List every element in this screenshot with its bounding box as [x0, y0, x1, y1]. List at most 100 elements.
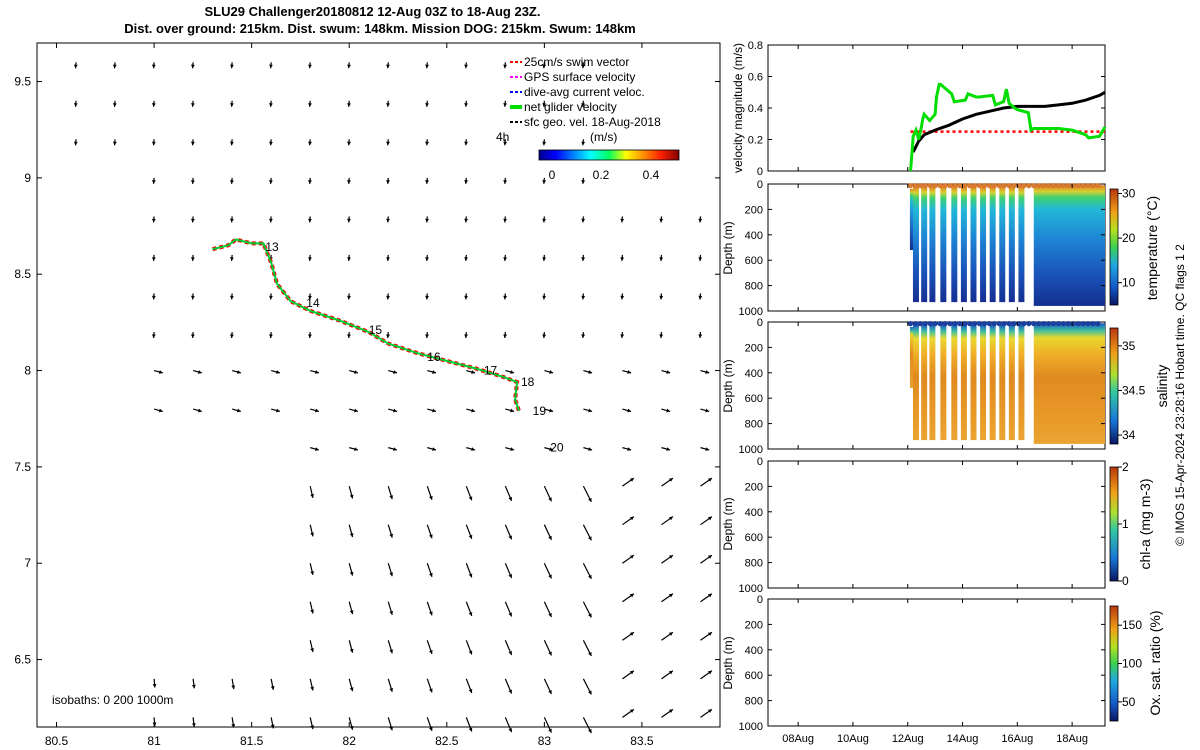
colorbar-tick-label: 20	[1122, 231, 1136, 245]
vector-arrow-head	[315, 370, 319, 374]
surface-dot	[1001, 183, 1007, 189]
oxygen-ticks: 0 200 400 600 800 1000	[739, 594, 1105, 733]
legend-net: net glider velocity	[524, 100, 617, 114]
vector-arrow-head	[231, 685, 236, 690]
vector-arrow-head	[588, 447, 593, 451]
vector-arrow-head	[236, 408, 241, 413]
vector-arrow-head	[347, 295, 351, 300]
vector-arrow-head	[425, 295, 429, 300]
vector-arrow-head	[152, 683, 157, 688]
vector-arrow-head	[349, 687, 354, 692]
legend-time-label: 4h	[496, 130, 509, 144]
vector-arrow-head	[389, 495, 394, 500]
vector-arrow-head	[347, 257, 351, 261]
vector-arrow-head	[270, 724, 275, 729]
cast-profile	[960, 186, 967, 303]
vector-arrow-head	[508, 573, 512, 578]
surface-dot	[1045, 183, 1052, 189]
vector-arrow-head	[386, 218, 390, 223]
vector-arrow-head	[698, 295, 703, 300]
map-ytick-label: 7	[24, 556, 31, 570]
vector-arrow-head	[468, 727, 473, 732]
cast-profile	[960, 324, 967, 441]
vector-arrow-head	[308, 180, 312, 184]
surface-dot	[991, 321, 997, 327]
day-labels: 13 14 15 16 17 18 19 20	[265, 240, 564, 454]
vector-arrow-head	[347, 334, 351, 338]
vector-arrow-head	[588, 690, 592, 695]
surface-dot	[1090, 183, 1096, 189]
surface-dot	[1026, 183, 1032, 189]
salinity-panel: 0 200 400 600 800 1000 Depth (m) 34 34.5 35 sal…	[721, 317, 1170, 456]
surface-dot	[1031, 321, 1037, 327]
vector-arrow-head	[230, 64, 234, 69]
depth-tick-label: 0	[757, 317, 763, 329]
side-note-text: © IMOS 15-Apr-2024 23:28:16 Hobart time.…	[1173, 244, 1187, 546]
vector-arrow-head	[389, 726, 394, 731]
chla-ylabel: Depth (m)	[721, 497, 735, 550]
vector-arrow-head	[386, 64, 390, 69]
colorbar-tick-label: 1	[1122, 517, 1129, 531]
cast-profile	[940, 186, 947, 303]
vector-arrow-head	[429, 534, 433, 539]
vector-arrow-head	[354, 447, 358, 451]
vector-arrow-head	[432, 408, 436, 413]
vector-arrow-head	[629, 670, 634, 675]
vector-arrow-head	[542, 334, 547, 338]
vector-arrow-head	[471, 447, 476, 451]
surface-dot	[996, 321, 1002, 327]
cast-profile	[909, 189, 914, 251]
vector-arrow-head	[112, 64, 117, 69]
colorbar-tick-label: 10	[1122, 276, 1136, 290]
vector-arrow-head	[425, 334, 429, 338]
vector-arrow-head	[629, 555, 634, 559]
salinity-colorbar-ticks: 34 34.5 35	[1118, 339, 1146, 442]
map-xtick-label: 81.5	[240, 734, 264, 748]
vector-arrow-head	[310, 648, 314, 652]
surface-dot	[917, 321, 923, 327]
surface-dot	[1070, 183, 1076, 189]
chla-colorbar	[1109, 466, 1119, 582]
depth-tick-label: 0	[757, 179, 763, 191]
vector-arrow-head	[581, 103, 586, 107]
cast-profile	[980, 324, 987, 441]
cast-profile	[909, 327, 914, 389]
vector-arrow-head	[629, 478, 634, 482]
surface-dot	[1070, 321, 1076, 327]
vector-arrow-head	[464, 103, 469, 107]
map-ticks: 80.5 81 81.5 82 82.5 83 83.5 6.5 7 7.5 8 8.5 9 9.5	[14, 43, 720, 748]
vector-arrow-head	[349, 648, 354, 653]
day-label: 15	[369, 323, 383, 337]
salinity-casts	[907, 321, 1105, 444]
surface-dot	[986, 321, 992, 327]
oxygen-panel: 0 200 400 600 800 1000 08Aug 10Aug 12Aug 14Aug 16…	[721, 594, 1163, 745]
vector-arrow-head	[588, 497, 592, 502]
surface-dot	[1050, 321, 1057, 327]
vector-arrow-head	[503, 295, 508, 300]
vector-arrow-head	[588, 613, 592, 618]
vector-arrow-head	[429, 688, 433, 693]
depth-tick-label: 400	[745, 368, 763, 380]
surface-dot	[1065, 183, 1071, 189]
vector-arrow-head	[386, 257, 390, 261]
chla-colorbar-ticks: 0 1 2	[1118, 460, 1129, 588]
vector-arrow-head	[310, 686, 314, 691]
day-label: 17	[484, 364, 498, 378]
vector-arrow-head	[549, 447, 554, 451]
depth-tick-label: 400	[745, 230, 763, 242]
surface-dot	[952, 183, 958, 189]
temperature-colorbar	[1109, 188, 1119, 306]
depth-tick-label: 800	[745, 558, 763, 570]
vector-arrow-head	[707, 478, 712, 482]
vector-arrow-head	[354, 408, 358, 413]
title-line-1: SLU29 Challenger20180812 12-Aug 03Z to 1…	[204, 4, 541, 19]
vector-arrow-head	[548, 612, 552, 617]
vector-arrow-head	[705, 370, 710, 374]
colorbar-tick-label: 34	[1122, 428, 1136, 442]
cast-profile	[989, 186, 996, 303]
cast-profile	[999, 186, 1006, 303]
surface-dot	[962, 321, 968, 327]
temperature-panel: 0 200 400 600 800 1000 Depth (m) 10 20 30 tempe…	[721, 179, 1160, 318]
map-ytick-label: 8.5	[14, 267, 31, 281]
vector-arrow-head	[308, 257, 312, 261]
